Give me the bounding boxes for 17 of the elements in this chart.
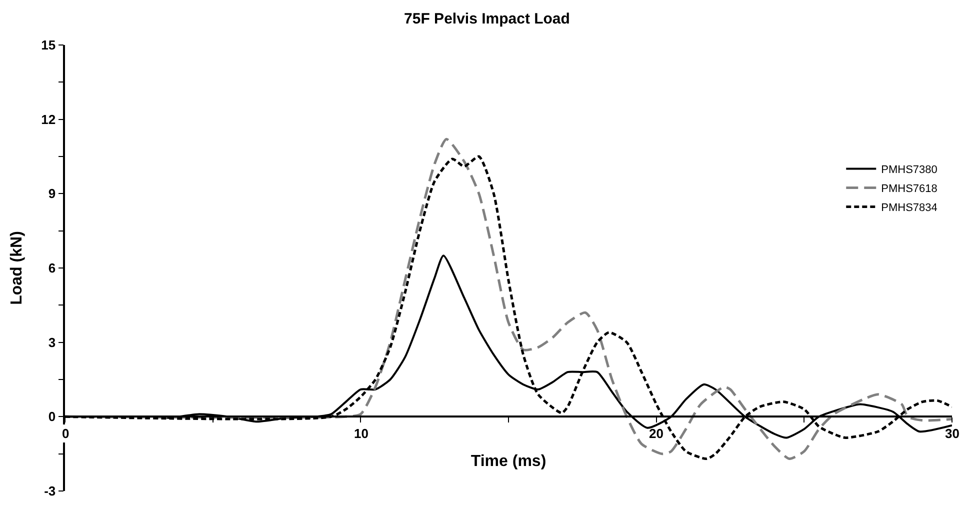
- y-tick-label: -3: [44, 484, 56, 499]
- chart-title: 75F Pelvis Impact Load: [404, 10, 570, 28]
- legend-label: PMHS7834: [881, 202, 938, 214]
- y-tick-label: 9: [48, 186, 56, 202]
- legend-label: PMHS7380: [881, 164, 938, 176]
- legend-label: PMHS7618: [881, 183, 938, 196]
- x-tick-label: 0: [62, 426, 70, 441]
- x-tick-label: 30: [945, 426, 960, 441]
- y-tick-label: 3: [48, 334, 56, 350]
- y-tick-label: 0: [48, 409, 56, 424]
- y-axis-title: Load (kN): [8, 231, 26, 305]
- x-axis-title: Time (ms): [470, 453, 546, 470]
- y-tick-label: 15: [41, 38, 56, 53]
- x-tick-label: 10: [354, 426, 368, 441]
- x-tick-label: 20: [649, 426, 664, 441]
- y-tick-label: 6: [48, 260, 56, 276]
- y-tick-label: 12: [41, 112, 56, 127]
